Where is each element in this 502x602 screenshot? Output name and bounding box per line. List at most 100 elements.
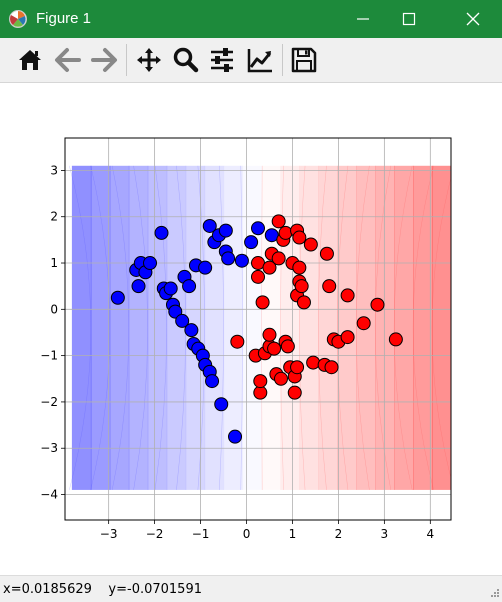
data-point (205, 374, 220, 389)
data-point (253, 374, 268, 389)
title-bar: Figure 1 (0, 0, 502, 38)
y-tick-label: 0 (50, 302, 58, 316)
data-point (154, 225, 169, 240)
data-point (182, 279, 197, 294)
data-point (214, 397, 229, 412)
contour-band (432, 165, 451, 490)
data-point (251, 269, 265, 284)
data-point (244, 235, 259, 250)
data-point (290, 360, 305, 375)
y-tick-label: 1 (50, 256, 58, 270)
move-icon (137, 48, 161, 72)
back-button[interactable] (52, 44, 84, 76)
contour-line (431, 176, 451, 479)
contour-band (109, 165, 130, 490)
data-points (110, 214, 403, 444)
edit-axis-button[interactable] (244, 44, 276, 76)
data-point (340, 288, 355, 303)
close-button[interactable] (450, 0, 496, 38)
x-tick-label: −1 (192, 527, 210, 541)
contour-line (393, 165, 413, 490)
save-button[interactable] (288, 44, 320, 76)
contour-band (204, 165, 225, 490)
data-point (292, 260, 307, 275)
x-tick-label: 0 (243, 527, 251, 541)
scatter-chart[interactable]: −3 −2 −1 0 1 2 3 4 −4 −3 −2 −1 0 1 2 3 (0, 83, 502, 575)
window-title: Figure 1 (36, 10, 92, 27)
data-point (370, 297, 385, 312)
grid-lines (65, 138, 451, 520)
data-point (356, 316, 371, 331)
status-bar: x=0.0185629 y=-0.0701591 (0, 575, 502, 602)
minimize-button[interactable] (340, 0, 386, 38)
x-tick-label: 1 (289, 527, 297, 541)
data-point (221, 251, 236, 266)
zoom-button[interactable] (170, 44, 202, 76)
pan-button[interactable] (133, 44, 165, 76)
data-point (296, 295, 311, 310)
contour-band (318, 165, 338, 490)
data-point (340, 330, 355, 345)
data-point (255, 295, 270, 310)
data-point (253, 385, 268, 400)
contour-line (318, 165, 327, 490)
contour-line (133, 165, 148, 490)
data-point (278, 225, 293, 240)
maximize-button[interactable] (386, 0, 432, 38)
resize-grip-icon[interactable] (488, 588, 500, 600)
x-tick-label: 2 (335, 527, 343, 541)
data-point (287, 385, 302, 400)
data-point (273, 371, 288, 386)
magnifier-icon (173, 47, 199, 73)
data-point (319, 246, 334, 261)
toolbar-separator (126, 44, 127, 76)
data-point (202, 218, 217, 233)
data-point (175, 313, 190, 328)
contour-band (394, 165, 414, 490)
contour-band (166, 165, 187, 490)
configure-subplots-button[interactable] (206, 44, 238, 76)
y-tick-label: 2 (50, 210, 58, 224)
contour-band (375, 165, 395, 490)
contour-band (413, 165, 433, 490)
figure-canvas[interactable]: −3 −2 −1 0 1 2 3 4 −4 −3 −2 −1 0 1 2 3 (0, 83, 502, 575)
y-tick-label: 3 (50, 163, 58, 177)
contour-line (90, 165, 110, 490)
data-point (230, 334, 245, 349)
y-tick-label: −1 (40, 349, 58, 363)
contour-line (69, 165, 91, 490)
contour-band (128, 165, 149, 490)
data-point (322, 279, 337, 294)
minimize-icon (357, 18, 369, 20)
x-tick-label: −3 (100, 527, 118, 541)
home-button[interactable] (14, 44, 46, 76)
y-tick-label: −4 (40, 488, 58, 502)
forward-button[interactable] (88, 44, 120, 76)
data-point (168, 304, 183, 319)
cursor-coordinates: x=0.0185629 y=-0.0701591 (3, 582, 202, 597)
data-point (262, 327, 277, 342)
contour-line (111, 165, 129, 490)
contour-band (147, 165, 168, 490)
matplotlib-logo-icon (9, 10, 27, 28)
axes-frame (64, 137, 452, 521)
contour-line (375, 165, 391, 490)
data-point (292, 230, 307, 245)
data-point (131, 279, 146, 294)
home-icon (19, 50, 41, 70)
data-point (234, 253, 249, 268)
data-point (271, 214, 286, 229)
decision-function-contours (69, 165, 451, 490)
arrow-left-icon (55, 48, 81, 72)
data-point (184, 323, 199, 338)
data-point (228, 429, 243, 444)
contour-band (337, 165, 357, 490)
data-point (306, 355, 321, 370)
contour-line (337, 165, 349, 490)
contour-line (356, 165, 370, 490)
data-point (218, 223, 233, 238)
data-point (251, 221, 265, 236)
floppy-disk-icon (291, 47, 317, 73)
contour-band (90, 165, 111, 490)
contour-line (280, 165, 284, 490)
